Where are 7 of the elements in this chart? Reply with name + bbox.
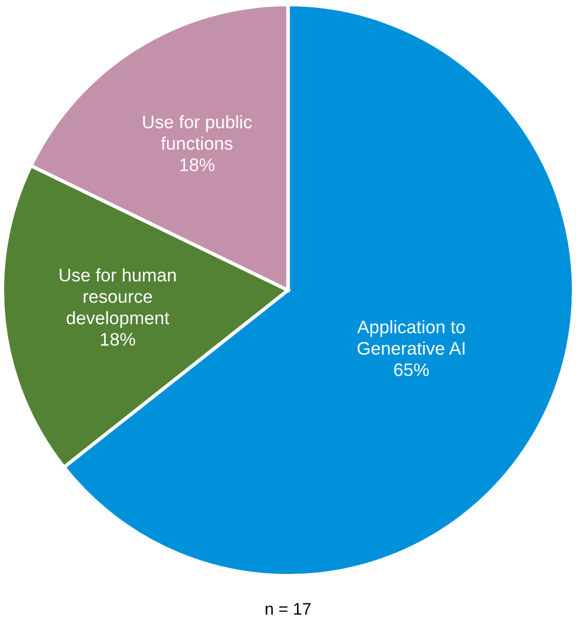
slice-label: Application to Generative AI bbox=[357, 320, 465, 355]
text: n = 17 bbox=[266, 603, 311, 615]
data-label: 18% bbox=[180, 158, 214, 172]
data-label: 18% bbox=[100, 332, 136, 346]
data-label: 65% bbox=[394, 363, 429, 376]
slice-label: Use for public functions bbox=[143, 115, 252, 150]
slice-label: Use for human resource development bbox=[60, 268, 176, 328]
